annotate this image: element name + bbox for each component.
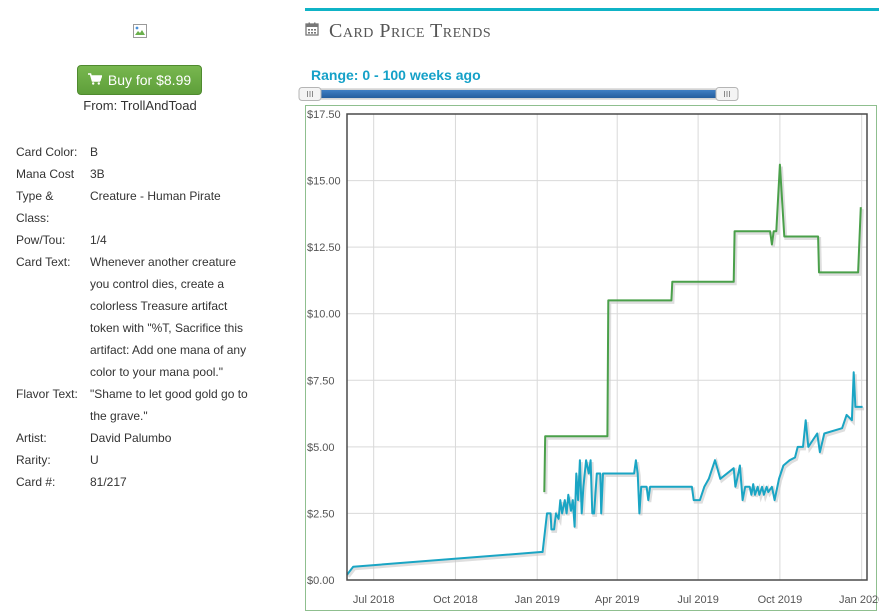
- y-tick-label: $2.50: [307, 508, 335, 520]
- detail-value: 81/217: [90, 475, 127, 489]
- card-info-panel: Buy for $8.99 From: TrollAndToad Card Co…: [0, 0, 290, 613]
- detail-label: Type & Class:: [16, 189, 54, 225]
- plot-area-border: [346, 113, 868, 581]
- x-tick-label: Apr 2019: [595, 594, 640, 606]
- price-chart: $0.00 $2.50 $5.00 $7.50 $10.00 $12.50 $15.00 $1…: [305, 105, 879, 611]
- y-tick-label: $5.00: [307, 442, 335, 454]
- buy-button-label: Buy for $8.99: [107, 72, 192, 88]
- detail-value: 1/4: [90, 233, 107, 247]
- detail-value: Whenever another creature you control di…: [90, 255, 247, 379]
- detail-row: Artist: David Palumbo: [16, 427, 286, 449]
- x-tick-label: Jan 2019: [515, 594, 560, 606]
- detail-label: Card #:: [16, 475, 56, 489]
- detail-row: Card #: 81/217: [16, 471, 286, 493]
- detail-value: "Shame to let good gold go to the grave.…: [90, 387, 248, 423]
- panel-title: Card Price Trends: [329, 19, 492, 42]
- detail-label: Mana Cost: [16, 167, 75, 181]
- x-tick-label: Jul 2018: [353, 594, 395, 606]
- detail-label: Flavor Text:: [16, 387, 78, 401]
- card-details-list: Card Color: B Mana Cost 3B Type & Class: Crea…: [16, 141, 286, 493]
- range-slider-fill: [310, 90, 728, 98]
- cart-icon: [87, 72, 103, 88]
- detail-value: Creature - Human Pirate: [90, 189, 221, 203]
- x-tick-label: Oct 2018: [433, 594, 478, 606]
- series-line: [543, 163, 862, 493]
- y-tick-label: $0.00: [307, 575, 335, 587]
- range-end-handle[interactable]: [715, 87, 739, 101]
- detail-label: Card Text:: [16, 255, 71, 269]
- buy-button[interactable]: Buy for $8.99: [77, 65, 202, 95]
- detail-row: Type & Class: Creature - Human Pirate: [16, 185, 286, 229]
- panel-header: Card Price Trends: [305, 19, 491, 43]
- detail-row: Flavor Text: "Shame to let good gold go t…: [16, 383, 286, 427]
- detail-row: Mana Cost 3B: [16, 163, 286, 185]
- panel-accent-bar: [305, 8, 879, 11]
- detail-row: Rarity: U: [16, 449, 286, 471]
- detail-row: Pow/Tou: 1/4: [16, 229, 286, 251]
- detail-value: 3B: [90, 167, 105, 181]
- detail-value: B: [90, 145, 99, 159]
- x-tick-label: Oct 2019: [758, 594, 803, 606]
- detail-value: U: [90, 453, 99, 467]
- x-tick-label: Jul 2019: [677, 594, 719, 606]
- y-tick-label: $12.50: [307, 242, 341, 254]
- chart-frame: [305, 105, 877, 611]
- y-tick-label: $7.50: [307, 375, 335, 387]
- price-trends-panel: Card Price Trends Range: 0 - 100 weeks a…: [298, 0, 879, 613]
- detail-label: Card Color:: [16, 145, 78, 159]
- detail-label: Pow/Tou:: [16, 233, 66, 247]
- detail-label: Rarity:: [16, 453, 51, 467]
- detail-value: David Palumbo: [90, 431, 172, 445]
- range-start-handle[interactable]: [298, 87, 322, 101]
- y-tick-label: $10.00: [307, 309, 341, 321]
- series-line: [346, 371, 863, 576]
- detail-label: Artist:: [16, 431, 47, 445]
- y-tick-label: $17.50: [307, 109, 341, 121]
- calendar-icon: [305, 22, 319, 41]
- y-tick-label: $15.00: [307, 176, 341, 188]
- range-label: Range: 0 - 100 weeks ago: [311, 67, 481, 83]
- detail-row: Card Color: B: [16, 141, 286, 163]
- seller-label: From: TrollAndToad: [83, 98, 197, 113]
- x-tick-label: Jan 2020: [839, 594, 879, 606]
- detail-row: Card Text: Whenever another creature you …: [16, 251, 286, 383]
- broken-image-icon: [132, 23, 148, 39]
- range-slider[interactable]: [298, 87, 739, 101]
